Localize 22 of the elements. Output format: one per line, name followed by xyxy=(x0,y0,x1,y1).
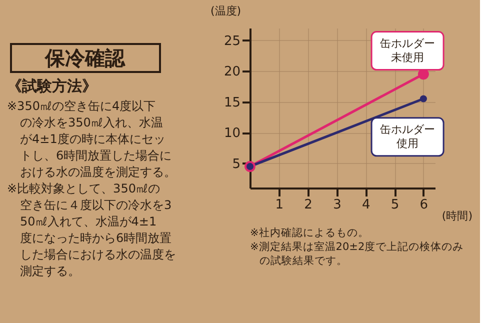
text: 《試験方法》 xyxy=(7,77,97,95)
text: ※350㎖の空き缶に4度以下の冷水を350㎖入れ、水温が4±1度の時に本体にセットし、6時間放置した場合における水の温度を測定する。 xyxy=(7,99,176,179)
x-tick-label: 4 xyxy=(362,198,370,212)
text: 保冷確認 xyxy=(44,46,126,70)
series-label: 缶ホルダー使用 xyxy=(380,122,436,150)
x-tick-label: 2 xyxy=(304,198,312,212)
x-axis-title: (時間) xyxy=(442,210,472,222)
text: ※比較対象として、350㎖の空き缶に４度以下の冷水を350㎖入れて、水温が4±1度になった時から6時間放置した場合における水の温度を測定する。 xyxy=(7,182,176,278)
y-tick-label: 20 xyxy=(224,64,240,80)
x-tick-label: 5 xyxy=(390,198,400,212)
x-tick-label: 1 xyxy=(275,198,284,212)
y-tick-label: 10 xyxy=(224,126,240,142)
y-tick-label: 15 xyxy=(224,95,240,110)
x-tick-label: 6 xyxy=(420,198,428,212)
point xyxy=(420,95,427,102)
series-label: 缶ホルダー未使用 xyxy=(380,36,436,64)
y-tick-label: 5 xyxy=(232,156,240,172)
text: ※測定結果は室温20±2度で上記の検体のみの試験結果です。 xyxy=(250,240,464,267)
text: ※社内確認によるもの。 xyxy=(250,226,369,239)
y-tick-label: 25 xyxy=(224,34,240,49)
x-tick-label: 3 xyxy=(333,198,342,212)
y-axis-title: (温度) xyxy=(210,4,242,18)
